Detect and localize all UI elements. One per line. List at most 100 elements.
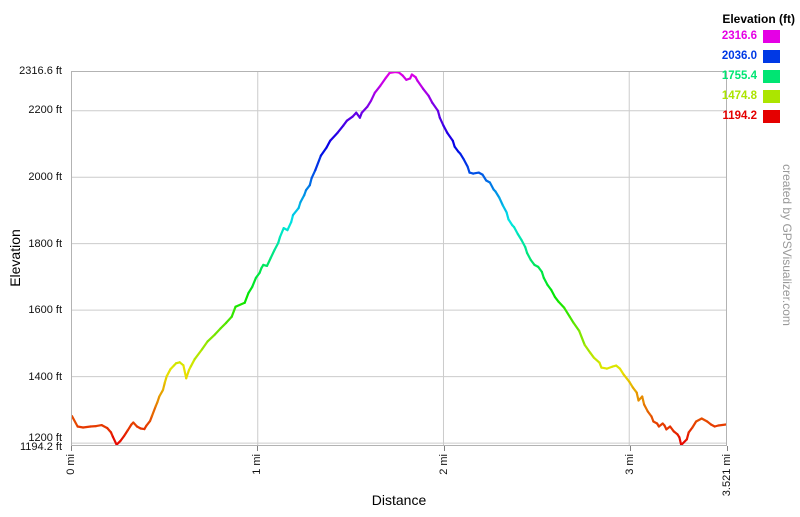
elevation-line — [72, 72, 726, 445]
elevation-line-segment — [717, 423, 726, 427]
elevation-line-segment — [438, 116, 445, 127]
elevation-line-segment — [557, 300, 566, 309]
x-tick-mark — [257, 446, 259, 451]
elevation-line-segment — [161, 381, 167, 391]
elevation-line-segment — [563, 306, 571, 318]
elevation-line-segment — [680, 438, 688, 445]
elevation-line-segment — [459, 152, 465, 161]
x-tick-mark — [71, 446, 72, 451]
elevation-line-segment — [572, 321, 581, 332]
elevation-line-segment — [360, 105, 369, 114]
legend-color-swatch — [763, 110, 780, 123]
legend-entry: 1755.4 — [680, 70, 800, 83]
elevation-line-segment — [635, 391, 640, 402]
elevation-line-segment — [520, 238, 527, 249]
elevation-line-segment — [618, 367, 625, 376]
elevation-line-segment — [278, 227, 285, 239]
elevation-line-segment — [286, 221, 293, 232]
elevation-line-segment — [251, 276, 257, 288]
elevation-line-segment — [230, 305, 237, 318]
elevation-line-segment — [427, 94, 434, 104]
plot-svg — [72, 72, 726, 445]
elevation-line-segment — [193, 348, 204, 361]
legend-color-swatch — [763, 90, 780, 103]
elevation-line-segment — [308, 177, 313, 187]
legend-entry-value: 2036.0 — [721, 50, 757, 62]
elevation-line-segment — [526, 251, 532, 262]
elevation-line-segment — [82, 425, 92, 429]
elevation-line-segment — [185, 368, 191, 380]
elevation-line-segment — [234, 301, 246, 308]
elevation-line-segment — [622, 373, 631, 383]
elevation-line-segment — [219, 321, 228, 330]
elevation-line-segment — [592, 356, 601, 364]
elevation-line-segment — [431, 101, 439, 112]
x-tick-mark — [443, 446, 445, 451]
x-tick-label: 1 mi — [251, 454, 264, 475]
elevation-line-segment — [542, 276, 549, 286]
elevation-line-segment — [290, 214, 295, 224]
elevation-line-segment — [481, 173, 488, 182]
elevation-line-segment — [583, 343, 592, 354]
elevation-line-segment — [291, 207, 300, 217]
elevation-line-segment — [111, 435, 118, 445]
elevation-line-segment — [498, 196, 504, 207]
elevation-line-segment — [379, 76, 387, 87]
elevation-line-segment — [505, 211, 510, 221]
elevation-line-segment — [513, 226, 519, 236]
elevation-line-segment — [628, 380, 635, 389]
elevation-line-segment — [685, 431, 690, 441]
elevation-line-segment — [225, 315, 233, 324]
y-tick-label: 2316.6 ft — [19, 65, 62, 77]
elevation-line-segment — [189, 358, 196, 368]
elevation-line-segment — [422, 87, 430, 97]
elevation-line-segment — [150, 405, 157, 418]
elevation-line-segment — [72, 415, 79, 428]
gridlines — [72, 72, 726, 445]
elevation-line-segment — [501, 204, 508, 214]
elevation-line-segment — [494, 190, 501, 199]
y-tick-label: 1194.2 ft — [20, 441, 62, 453]
legend-entry: 1474.8 — [680, 90, 800, 103]
legend-title: Elevation (ft) — [722, 12, 795, 26]
elevation-line-segment — [550, 288, 556, 298]
elevation-line-segment — [442, 124, 449, 134]
x-tick-mark — [629, 446, 631, 451]
elevation-line-segment — [641, 395, 646, 406]
elevation-line-segment — [325, 139, 332, 149]
elevation-line-segment — [691, 420, 698, 429]
elevation-line-segment — [213, 327, 222, 336]
legend-entry-value: 1474.8 — [721, 90, 757, 102]
elevation-line-segment — [366, 99, 373, 108]
elevation-line-segment — [329, 131, 339, 142]
elevation-line-segment — [200, 340, 209, 351]
elevation-line-segment — [488, 181, 495, 191]
plot-area — [71, 71, 727, 446]
legend-entry-value: 2316.6 — [721, 30, 757, 42]
elevation-line-segment — [578, 329, 586, 346]
x-tick-mark — [727, 446, 728, 451]
x-tick-label: 0 mi — [65, 454, 77, 475]
elevation-line-segment — [158, 388, 165, 398]
legend-entry: 1194.2 — [680, 110, 800, 123]
elevation-line-segment — [273, 241, 280, 252]
legend-entry-value: 1755.4 — [721, 70, 757, 82]
elevation-line-segment — [247, 285, 254, 294]
elevation-line-segment — [462, 158, 469, 168]
elevation-line-segment — [299, 194, 306, 204]
legend: 2316.6 2036.0 1755.4 1474.8 1194.2 — [680, 0, 800, 130]
elevation-line-segment — [369, 91, 376, 102]
elevation-line-segment — [345, 115, 354, 122]
elevation-line-segment — [165, 368, 172, 378]
y-tick-label: 1600 ft — [28, 304, 62, 317]
elevation-line-segment — [436, 109, 441, 119]
legend-entry-value: 1194.2 — [722, 110, 757, 122]
elevation-line-segment — [642, 403, 649, 413]
elevation-line-segment — [678, 436, 683, 445]
y-tick-label: 2200 ft — [28, 103, 62, 116]
x-tick-label: 2 mi — [437, 454, 450, 475]
elevation-line-segment — [373, 84, 382, 94]
x-tick-label: 3.521 mi — [721, 454, 733, 497]
legend-entry: 2316.6 — [680, 30, 800, 43]
